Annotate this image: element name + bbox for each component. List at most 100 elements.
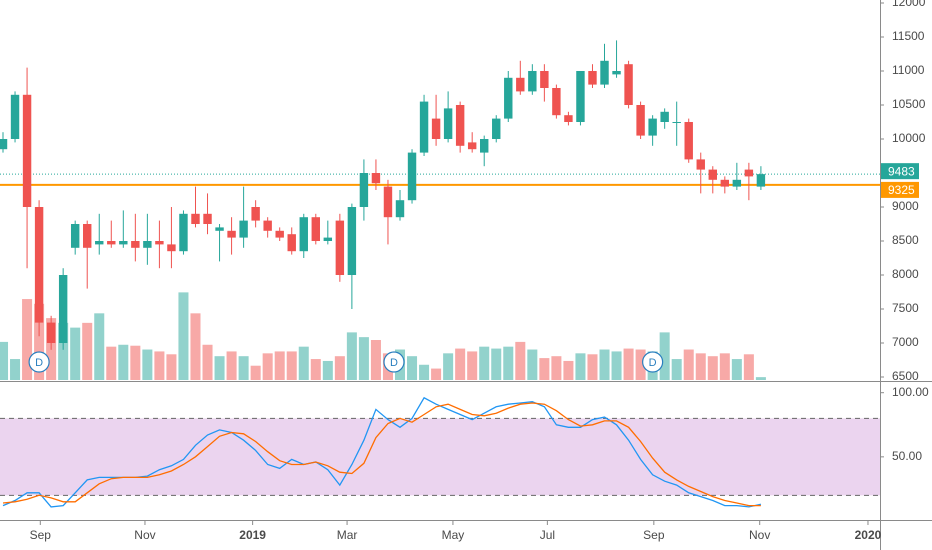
- volume-bar: [214, 356, 225, 380]
- volume-bar: [178, 292, 189, 380]
- event-marker: [383, 351, 405, 373]
- y-tick-label: 6500: [892, 369, 919, 383]
- candle-body: [347, 207, 357, 276]
- y-tick-label: 100.00: [892, 385, 929, 399]
- volume-bar: [346, 332, 357, 380]
- volume-bar: [503, 346, 514, 380]
- volume-bar: [623, 348, 634, 380]
- candle-body: [251, 207, 260, 221]
- candle-body: [22, 94, 32, 208]
- candle-body: [600, 60, 609, 85]
- last-price-label-box: [881, 163, 919, 180]
- candle-body: [636, 104, 645, 136]
- volume-bar: [370, 340, 381, 380]
- x-tick-label: Nov: [749, 528, 770, 542]
- candle-body: [107, 241, 116, 245]
- candle-body: [383, 186, 393, 218]
- y-tick-label: 11500: [892, 29, 925, 43]
- volume-bar: [719, 353, 730, 380]
- candle-body: [299, 217, 308, 252]
- y-tick-label: 10000: [892, 131, 926, 145]
- candle-body: [287, 234, 296, 252]
- volume-bar: [599, 349, 610, 380]
- y-tick-label: 8500: [892, 233, 919, 247]
- volume-bar: [659, 332, 670, 380]
- candle-body: [744, 169, 754, 177]
- y-tick-label: 11000: [892, 63, 925, 77]
- candle-body: [708, 169, 717, 180]
- candle-body: [407, 152, 417, 201]
- candle-body: [263, 220, 272, 231]
- event-marker: [642, 351, 664, 373]
- volume-bar: [358, 337, 369, 380]
- price-line-label: 9325: [888, 183, 915, 197]
- volume-bar: [274, 351, 285, 380]
- candle-body: [119, 241, 128, 245]
- volume-bar: [190, 313, 201, 380]
- volume-bar: [743, 354, 754, 380]
- volume-bar: [683, 349, 694, 380]
- candle-body: [155, 241, 164, 245]
- x-tick-label: May: [442, 528, 465, 542]
- volume-bar: [154, 351, 165, 380]
- volume-bar: [10, 359, 21, 380]
- volume-bar: [34, 303, 45, 380]
- volume-bar: [479, 346, 490, 380]
- volume-bar: [0, 341, 9, 380]
- volume-bar: [298, 346, 309, 380]
- volume-bar: [539, 358, 550, 380]
- candle-body: [323, 237, 333, 242]
- candle-body: [455, 104, 465, 146]
- x-tick-label: Jul: [540, 528, 555, 542]
- candle-body: [335, 220, 345, 276]
- volume-bar: [575, 353, 586, 380]
- volume-bar: [587, 354, 598, 380]
- volume-bar: [419, 364, 430, 380]
- candle-body: [492, 118, 501, 139]
- volume-bar: [322, 360, 333, 380]
- volume-bar: [166, 354, 177, 380]
- x-tick-label: Nov: [134, 528, 155, 542]
- candle-body: [95, 241, 104, 245]
- volume-bar: [238, 356, 249, 380]
- volume-bar: [551, 356, 562, 380]
- volume-bar: [58, 322, 69, 380]
- candle-body: [275, 230, 284, 238]
- y-tick-label: 7500: [892, 301, 919, 315]
- volume-bar: [707, 356, 718, 380]
- candle-body: [660, 111, 669, 122]
- candle-body: [576, 70, 585, 122]
- candle-body: [371, 172, 381, 184]
- volume-bar: [527, 349, 538, 380]
- candle-body: [191, 213, 200, 225]
- y-tick-label: 7000: [892, 335, 919, 349]
- x-tick-label: Mar: [337, 528, 358, 542]
- event-label: D: [649, 357, 657, 369]
- candle-body: [684, 121, 693, 160]
- event-label: D: [35, 357, 43, 369]
- candle-body: [167, 244, 176, 252]
- candle-body: [480, 138, 489, 153]
- candle-body: [612, 70, 621, 75]
- candle-body: [239, 220, 248, 238]
- y-tick-label: 8000: [892, 267, 919, 281]
- volume-bar: [563, 360, 574, 380]
- volume-bar: [611, 351, 622, 380]
- candle-body: [540, 70, 549, 88]
- event-marker: [28, 351, 50, 373]
- candle-body: [215, 227, 224, 231]
- candle-body: [359, 172, 369, 208]
- volume-bar: [250, 365, 261, 380]
- x-tick-label: 2020: [855, 528, 882, 542]
- candle-body: [131, 241, 140, 248]
- candle-body: [624, 64, 633, 105]
- x-tick-label: Sep: [643, 528, 665, 542]
- candle-body: [143, 241, 152, 248]
- oscillator-band: [0, 418, 880, 496]
- candle-body: [564, 115, 573, 122]
- candle-body: [696, 159, 705, 170]
- candle-body: [419, 101, 429, 153]
- candle-body: [10, 94, 20, 139]
- volume-bar: [310, 359, 321, 380]
